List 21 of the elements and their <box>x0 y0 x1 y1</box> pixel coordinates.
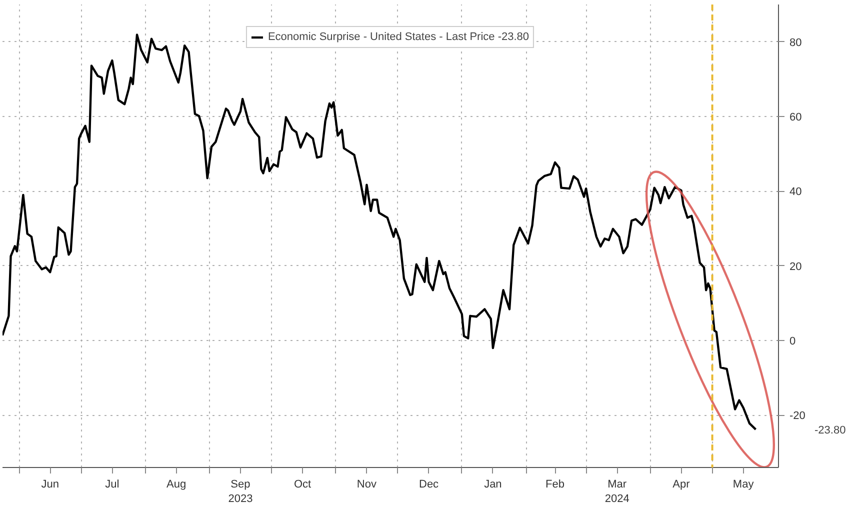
y-tick-label: 20 <box>790 260 802 273</box>
y-tick-label: 80 <box>790 36 802 49</box>
x-tick-label: May <box>732 478 754 490</box>
y-tick-label: -20 <box>790 410 806 422</box>
x-tick-label: Jan <box>484 478 502 490</box>
x-tick-label: Jul <box>105 478 120 490</box>
x-tick-label: Dec <box>419 478 440 490</box>
legend-label: Economic Surprise - United States - Last Price -23.80 <box>268 31 530 43</box>
y-tick-label: 0 <box>790 336 796 348</box>
x-tick-label: Nov <box>356 478 377 490</box>
x-tick-label: Jun <box>41 478 59 490</box>
x-tick-label: Apr <box>672 478 690 490</box>
y-tick-label: 60 <box>790 112 802 124</box>
x-tick-label: Mar 2024 <box>604 478 630 505</box>
x-tick-label: Oct <box>294 478 312 490</box>
y-tick-label: 40 <box>790 186 802 198</box>
x-tick-label: Feb <box>546 478 565 490</box>
x-tick-label: Aug <box>166 478 186 490</box>
text: -23.80 <box>814 424 846 436</box>
x-tick-label: Sep 2023 <box>228 478 253 505</box>
line-series <box>2 34 757 431</box>
